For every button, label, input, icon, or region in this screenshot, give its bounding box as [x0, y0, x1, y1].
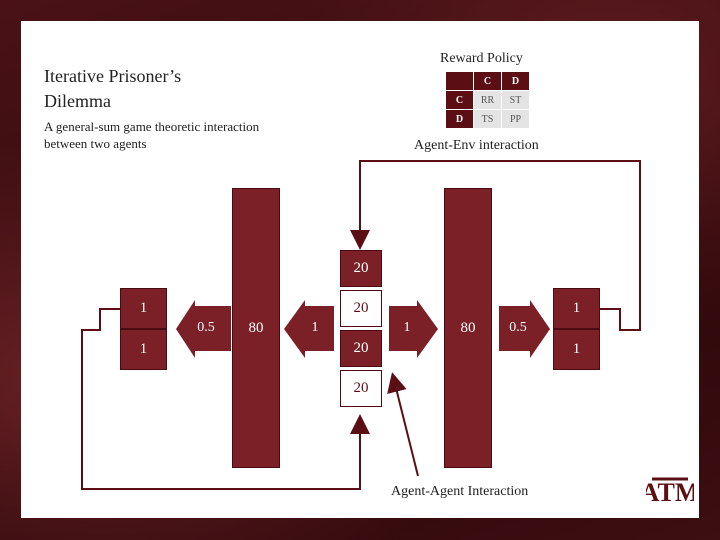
slide-title: Iterative Prisoner’s Dilemma — [44, 64, 181, 114]
left-box-top: 1 — [120, 288, 167, 329]
agent-agent-pointer — [387, 372, 419, 477]
atm-logo-text: ATM — [646, 478, 694, 507]
row-header-c: C — [445, 90, 474, 110]
stack-cell-2: 20 — [340, 290, 382, 327]
stack-cell-3: 20 — [340, 330, 382, 367]
arrow-right-inner-label: 1 — [403, 320, 411, 335]
stack-cell-4: 20 — [340, 370, 382, 407]
reward-policy-title: Reward Policy — [440, 51, 523, 66]
cell-dd: PP — [501, 109, 530, 129]
arrow-right-outer — [499, 300, 550, 358]
left-box-bottom: 1 — [120, 329, 167, 370]
arrow-left-inner-label: 1 — [311, 320, 319, 335]
right-box-top: 1 — [553, 288, 600, 329]
env-feedback-line — [350, 160, 641, 331]
arrow-left-outer — [176, 300, 231, 358]
title-line-2: Dilemma — [44, 91, 111, 111]
atm-logo: ATM — [646, 477, 694, 507]
arrow-left-inner — [284, 300, 334, 358]
reward-policy-table: C D C RR ST D TS PP — [445, 71, 530, 129]
arrow-right-outer-label: 0.5 — [509, 320, 527, 335]
title-line-1: Iterative Prisoner’s — [44, 66, 182, 86]
agent-feedback-line — [81, 308, 370, 490]
arrow-right-inner — [389, 300, 438, 358]
right-agent-bar: 80 — [444, 188, 492, 468]
agent-agent-label: Agent-Agent Interaction — [391, 484, 529, 499]
cell-cd: ST — [501, 90, 530, 110]
right-box-bottom: 1 — [553, 329, 600, 370]
row-header-d: D — [445, 109, 474, 129]
col-header-d: D — [501, 71, 530, 91]
stack-cell-1: 20 — [340, 250, 382, 287]
left-agent-bar: 80 — [232, 188, 280, 468]
slide-subtitle: A general-sum game theoretic interaction… — [44, 119, 260, 151]
arrow-left-outer-label: 0.5 — [197, 320, 215, 335]
cell-dc: TS — [473, 109, 502, 129]
agent-env-label: Agent-Env interaction — [414, 138, 539, 153]
